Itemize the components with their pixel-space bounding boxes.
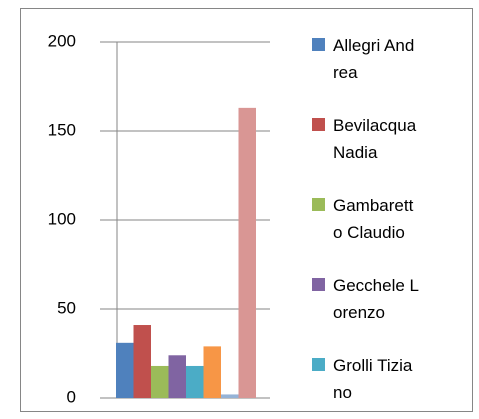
legend-label: Allegri Andrea [333,36,415,82]
bar [133,325,151,398]
legend-marker [312,38,325,51]
y-tick-label: 200 [48,31,76,50]
legend-label: Gambaretto Claudio [333,196,414,242]
legend-marker [312,118,325,131]
bar [151,365,169,398]
legend-label: Gecchele Lorenzo [333,276,419,322]
bar [238,107,256,399]
legend-marker [312,198,325,211]
y-tick-label: 0 [67,387,76,406]
y-tick-label: 50 [57,298,76,317]
legend-label: Grolli Tiziano [333,356,413,402]
bar [186,365,204,398]
y-tick-label: 100 [48,209,76,228]
bar [116,342,134,398]
bar [168,355,186,398]
bar [203,346,221,398]
legend-marker [312,278,325,291]
bar [221,394,239,398]
y-tick-label: 150 [48,120,76,139]
legend-label: Bevilacqua Nadia [333,116,417,162]
legend-marker [312,358,325,371]
